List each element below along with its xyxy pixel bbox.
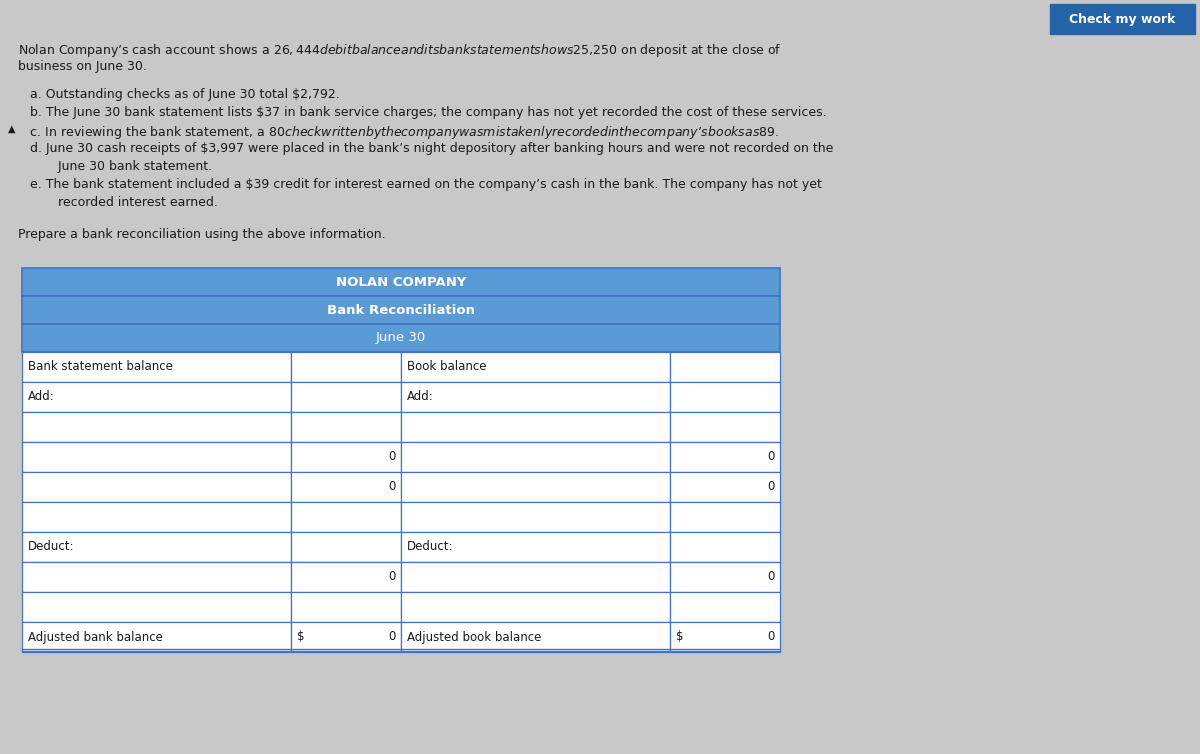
- Text: Check my work: Check my work: [1069, 13, 1176, 26]
- Bar: [401, 532, 670, 562]
- Bar: [401, 412, 670, 442]
- Bar: [22, 296, 780, 324]
- Text: a. Outstanding checks as of June 30 total $2,792.: a. Outstanding checks as of June 30 tota…: [18, 88, 340, 101]
- Bar: [670, 442, 780, 472]
- Bar: [22, 412, 292, 442]
- Bar: [22, 382, 292, 412]
- Bar: [670, 412, 780, 442]
- Bar: [1050, 4, 1195, 34]
- Bar: [292, 442, 401, 472]
- Bar: [22, 622, 292, 652]
- Bar: [401, 382, 670, 412]
- Text: 0: 0: [389, 480, 396, 494]
- Bar: [292, 472, 401, 502]
- Text: recorded interest earned.: recorded interest earned.: [18, 196, 218, 209]
- Bar: [292, 382, 401, 412]
- Text: ▲: ▲: [8, 124, 16, 134]
- Text: 0: 0: [768, 450, 775, 464]
- Bar: [670, 352, 780, 382]
- Text: 0: 0: [389, 571, 396, 584]
- Bar: [292, 592, 401, 622]
- Bar: [670, 562, 780, 592]
- Text: e. The bank statement included a $39 credit for interest earned on the company’s: e. The bank statement included a $39 cre…: [18, 178, 822, 191]
- Bar: [292, 412, 401, 442]
- Text: Bank Reconciliation: Bank Reconciliation: [326, 304, 475, 317]
- Text: c. In reviewing the bank statement, a $80 check written by the company was mista: c. In reviewing the bank statement, a $8…: [18, 124, 779, 141]
- Text: $: $: [676, 630, 684, 643]
- Text: 0: 0: [768, 571, 775, 584]
- Bar: [22, 532, 292, 562]
- Text: June 30: June 30: [376, 332, 426, 345]
- Bar: [292, 532, 401, 562]
- Bar: [401, 562, 670, 592]
- Bar: [22, 352, 292, 382]
- Bar: [22, 472, 292, 502]
- Bar: [22, 268, 780, 296]
- Text: Deduct:: Deduct:: [407, 541, 454, 553]
- Text: Adjusted book balance: Adjusted book balance: [407, 630, 541, 643]
- Text: 0: 0: [389, 450, 396, 464]
- Bar: [22, 442, 292, 472]
- Bar: [401, 442, 670, 472]
- Bar: [22, 324, 780, 352]
- Bar: [22, 562, 292, 592]
- Bar: [401, 622, 670, 652]
- Text: Bank statement balance: Bank statement balance: [28, 360, 173, 373]
- Bar: [401, 352, 670, 382]
- Text: June 30 bank statement.: June 30 bank statement.: [18, 160, 212, 173]
- Bar: [670, 472, 780, 502]
- Text: 0: 0: [389, 630, 396, 643]
- Text: business on June 30.: business on June 30.: [18, 60, 146, 73]
- Text: d. June 30 cash receipts of $3,997 were placed in the bank’s night depository af: d. June 30 cash receipts of $3,997 were …: [18, 142, 833, 155]
- Bar: [292, 622, 401, 652]
- Bar: [401, 502, 670, 532]
- Text: $: $: [298, 630, 305, 643]
- Text: Book balance: Book balance: [407, 360, 486, 373]
- Bar: [670, 382, 780, 412]
- Bar: [401, 592, 670, 622]
- Bar: [292, 352, 401, 382]
- Text: NOLAN COMPANY: NOLAN COMPANY: [336, 275, 466, 289]
- Text: b. The June 30 bank statement lists $37 in bank service charges; the company has: b. The June 30 bank statement lists $37 …: [18, 106, 827, 119]
- Bar: [292, 502, 401, 532]
- Text: Nolan Company’s cash account shows a $26,444 debit balance and its bank statemen: Nolan Company’s cash account shows a $26…: [18, 42, 781, 59]
- Text: Deduct:: Deduct:: [28, 541, 74, 553]
- Text: Add:: Add:: [407, 391, 433, 403]
- Bar: [401, 472, 670, 502]
- Bar: [670, 502, 780, 532]
- Text: Add:: Add:: [28, 391, 55, 403]
- Bar: [292, 562, 401, 592]
- Bar: [670, 532, 780, 562]
- Text: 0: 0: [768, 480, 775, 494]
- Text: 0: 0: [768, 630, 775, 643]
- Bar: [670, 622, 780, 652]
- Text: Prepare a bank reconciliation using the above information.: Prepare a bank reconciliation using the …: [18, 228, 385, 241]
- Bar: [22, 502, 292, 532]
- Bar: [670, 592, 780, 622]
- Text: Adjusted bank balance: Adjusted bank balance: [28, 630, 163, 643]
- Bar: [22, 592, 292, 622]
